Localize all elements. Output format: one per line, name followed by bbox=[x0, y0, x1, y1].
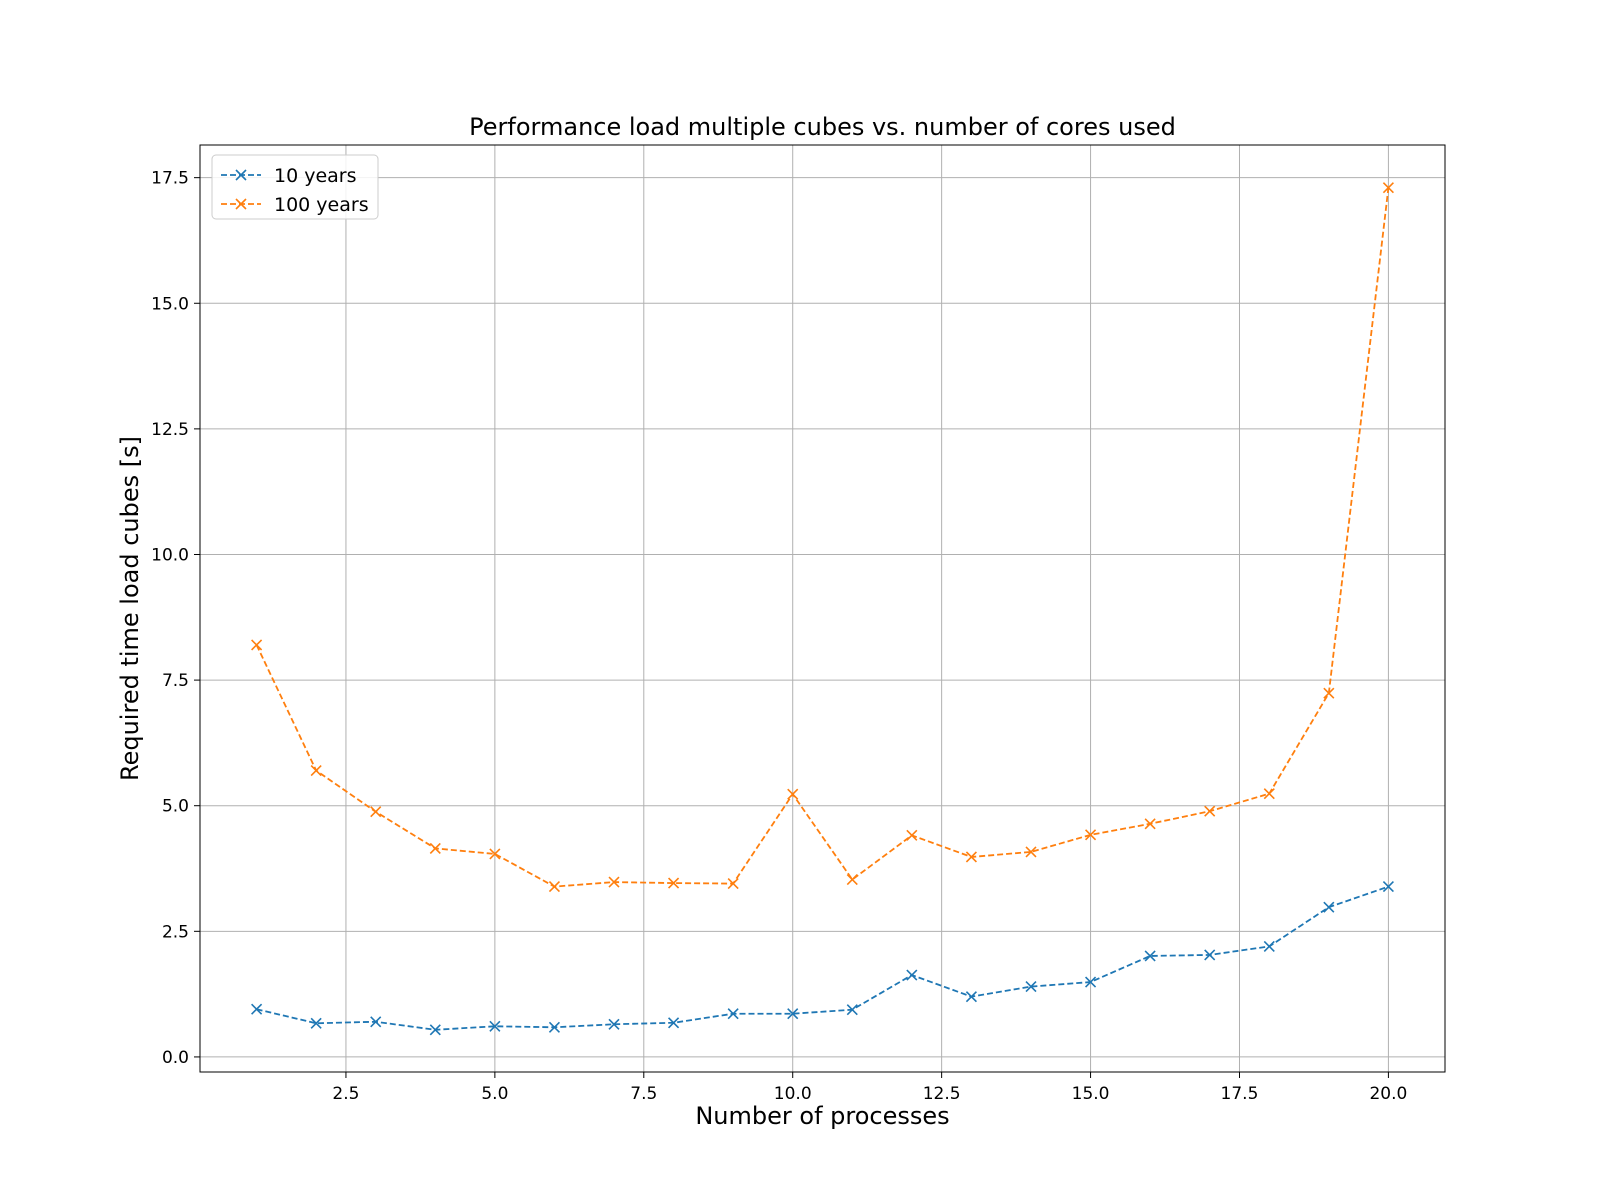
y-tick-label: 2.5 bbox=[162, 922, 189, 942]
data-point bbox=[787, 788, 799, 800]
data-point bbox=[1084, 976, 1097, 988]
data-point bbox=[1084, 829, 1097, 841]
y-tick-label: 15.0 bbox=[151, 294, 189, 314]
data-point bbox=[1204, 949, 1216, 961]
data-point bbox=[548, 881, 561, 893]
data-point bbox=[965, 991, 977, 1003]
legend-item: 100 years bbox=[221, 194, 369, 216]
x-tick-label: 20.0 bbox=[1369, 1084, 1407, 1104]
y-tick-label: 12.5 bbox=[151, 420, 189, 440]
data-point bbox=[1323, 901, 1335, 913]
data-point bbox=[846, 1004, 858, 1016]
y-tick-label: 0.0 bbox=[162, 1048, 189, 1068]
data-point bbox=[1144, 950, 1156, 962]
y-axis-title: Required time load cubes [s] bbox=[116, 436, 144, 781]
legend-label: 10 years bbox=[274, 165, 357, 187]
series-100-years bbox=[251, 182, 1394, 893]
data-point bbox=[1025, 846, 1037, 858]
data-point bbox=[429, 1024, 441, 1036]
data-point bbox=[668, 877, 680, 889]
data-point bbox=[608, 876, 620, 888]
data-point bbox=[251, 639, 263, 651]
data-point bbox=[1263, 940, 1275, 952]
x-tick-label: 2.5 bbox=[332, 1084, 359, 1104]
plot-frame bbox=[199, 144, 1446, 1073]
legend: 10 years 100 years bbox=[211, 154, 379, 220]
data-point bbox=[1263, 788, 1275, 800]
data-point bbox=[906, 969, 918, 981]
data-point bbox=[1382, 182, 1394, 194]
data-point bbox=[251, 1003, 263, 1015]
x-tick-label: 5.0 bbox=[481, 1084, 508, 1104]
data-point bbox=[668, 1017, 680, 1029]
data-point bbox=[608, 1018, 620, 1030]
data-point bbox=[727, 1008, 739, 1020]
x-tick-label: 10.0 bbox=[774, 1084, 812, 1104]
data-point bbox=[787, 1008, 799, 1020]
data-point bbox=[1144, 818, 1156, 830]
data-point bbox=[489, 848, 501, 860]
legend-box bbox=[211, 154, 379, 220]
data-point bbox=[846, 874, 858, 886]
grid bbox=[200, 145, 1445, 1072]
data-point bbox=[727, 878, 739, 890]
data-point bbox=[1382, 881, 1394, 893]
series-layer bbox=[251, 182, 1394, 1036]
legend-item: 10 years bbox=[221, 165, 357, 187]
y-tick-label: 10.0 bbox=[151, 545, 189, 565]
data-point bbox=[310, 1017, 322, 1029]
data-point bbox=[1025, 981, 1037, 993]
y-tick-label: 17.5 bbox=[151, 169, 189, 189]
data-point bbox=[965, 851, 977, 863]
data-point bbox=[429, 842, 441, 854]
x-tick-label: 12.5 bbox=[923, 1084, 961, 1104]
ticks: 2.5 5.0 7.5 10.0 12.5 15.0 17.5 20.0 0.0 2.5 5.0 7.… bbox=[151, 169, 1407, 1104]
data-point bbox=[489, 1020, 501, 1032]
data-point bbox=[1204, 805, 1216, 817]
data-point bbox=[548, 1021, 561, 1033]
data-point bbox=[370, 1016, 382, 1028]
y-tick-label: 5.0 bbox=[162, 797, 189, 817]
series-line bbox=[255, 187, 1390, 888]
data-point bbox=[906, 829, 918, 841]
x-tick-label: 17.5 bbox=[1221, 1084, 1259, 1104]
legend-label: 100 years bbox=[274, 194, 369, 216]
x-tick-label: 7.5 bbox=[630, 1084, 657, 1104]
data-point bbox=[370, 806, 382, 818]
x-tick-label: 15.0 bbox=[1072, 1084, 1110, 1104]
x-axis-title: Number of processes bbox=[695, 1102, 949, 1130]
series-10-years bbox=[251, 881, 1394, 1036]
chart-title: Performance load multiple cubes vs. numb… bbox=[469, 113, 1176, 141]
series-line bbox=[256, 885, 1389, 1031]
y-tick-label: 7.5 bbox=[162, 671, 189, 691]
data-point bbox=[310, 764, 322, 777]
data-point bbox=[1323, 687, 1335, 699]
